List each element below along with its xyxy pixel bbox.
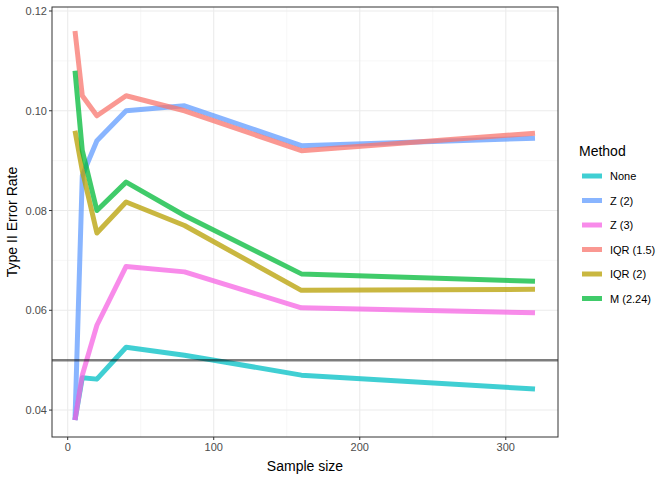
series-line xyxy=(75,31,535,151)
legend-key xyxy=(582,198,602,203)
series-line xyxy=(75,131,535,291)
minor-grid-line xyxy=(140,7,141,437)
plot-background xyxy=(52,7,558,437)
chart: 0 100 200 300 0.04 0.06 0.08 0.10 0.12 Sample siz… xyxy=(0,0,672,480)
grid xyxy=(52,7,558,437)
x-tick xyxy=(359,437,360,440)
x-axis-title: Sample size xyxy=(267,458,343,474)
x-tick-label: 200 xyxy=(351,441,369,453)
minor-grid-line xyxy=(52,60,558,61)
series-line xyxy=(75,106,535,420)
x-tick-label: 100 xyxy=(205,441,223,453)
legend-title: Method xyxy=(579,143,626,159)
legend-key xyxy=(582,174,602,179)
legend-label: None xyxy=(610,170,636,182)
minor-grid-line xyxy=(432,7,433,437)
y-tick xyxy=(49,310,52,311)
minor-grid-line xyxy=(52,160,558,161)
y-tick-label: 0.10 xyxy=(26,105,47,117)
y-tick-label: 0.04 xyxy=(26,404,47,416)
reference-line xyxy=(52,359,558,362)
x-tick xyxy=(213,437,214,440)
y-tick xyxy=(49,110,52,111)
grid-line xyxy=(52,410,558,411)
x-tick-label: 300 xyxy=(497,441,515,453)
x-tick xyxy=(67,437,68,440)
grid-line xyxy=(67,7,68,437)
y-tick xyxy=(49,10,52,11)
panel-border xyxy=(52,7,558,437)
plot-area xyxy=(52,31,558,420)
y-tick xyxy=(49,210,52,211)
series-line xyxy=(75,71,535,282)
minor-grid-line xyxy=(52,360,558,361)
legend-key xyxy=(582,272,602,277)
y-tick-label: 0.08 xyxy=(26,205,47,217)
grid-line xyxy=(213,7,214,437)
grid-line xyxy=(52,210,558,211)
grid-line xyxy=(52,10,558,11)
legend-label: IQR (1.5) xyxy=(610,244,655,256)
legend-key xyxy=(582,247,602,252)
legend-label: M (2.24) xyxy=(610,293,651,305)
grid-line xyxy=(359,7,360,437)
y-tick xyxy=(49,410,52,411)
y-tick-label: 0.06 xyxy=(26,304,47,316)
y-tick-label: 0.12 xyxy=(26,5,47,17)
legend-key xyxy=(582,223,602,228)
legend-label: IQR (2) xyxy=(610,268,646,280)
axes: 0 100 200 300 0.04 0.06 0.08 0.10 0.12 xyxy=(26,5,515,453)
x-tick-label: 0 xyxy=(65,441,71,453)
x-tick xyxy=(505,437,506,440)
legend-key xyxy=(582,296,602,301)
legend: Method None Z (2) Z (3) IQR (1.5) IQR (2) M (2… xyxy=(579,143,655,305)
grid-line xyxy=(505,7,506,437)
y-axis-title: Type II Error Rate xyxy=(4,167,20,278)
series-line xyxy=(75,347,535,420)
legend-label: Z (2) xyxy=(610,195,633,207)
minor-grid-line xyxy=(52,260,558,261)
legend-label: Z (3) xyxy=(610,219,633,231)
